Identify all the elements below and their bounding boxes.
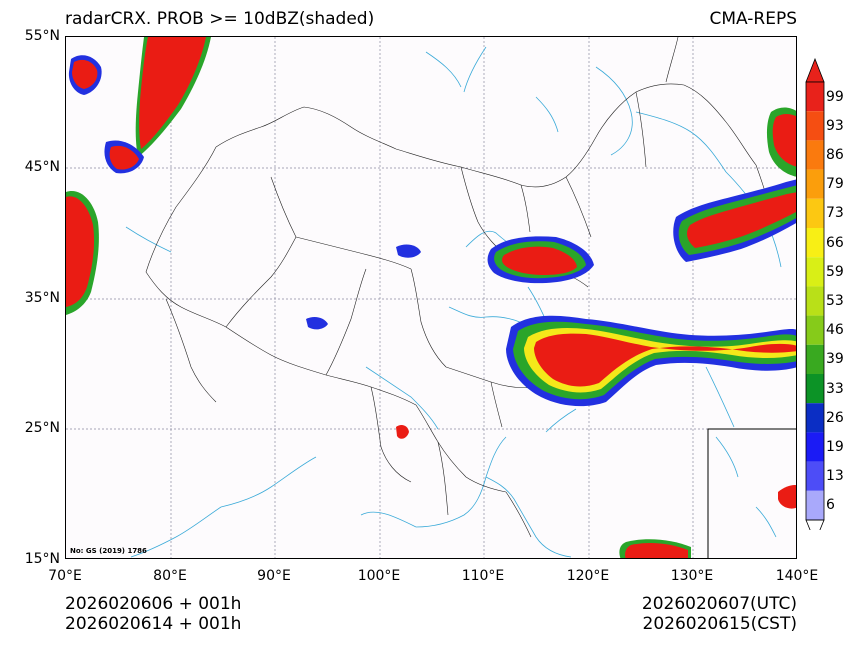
- colorbar-label-86: 86: [826, 147, 844, 163]
- map-canvas: [66, 37, 796, 558]
- valid-time-cst: 2026020615(CST): [642, 614, 797, 634]
- colorbar-label-46: 46: [826, 322, 844, 339]
- colorbar-cell-53: [806, 286, 824, 316]
- colorbar-cell-73: [806, 198, 824, 228]
- colorbar-label-39: 39: [826, 351, 844, 368]
- colorbar-cell-6: [806, 490, 824, 520]
- colorbar: [805, 58, 825, 530]
- colorbar-cell-33: [806, 374, 824, 404]
- precip-shading: [66, 37, 796, 558]
- lat-label-15: 15°N: [24, 551, 60, 567]
- lon-label-110: 110°E: [461, 568, 505, 584]
- political-borders: [145, 37, 777, 538]
- lat-label-25: 25°N: [24, 420, 60, 436]
- colorbar-cell-13: [806, 461, 824, 491]
- lon-label-70: 70°E: [48, 568, 82, 584]
- lat-label-45: 45°N: [24, 159, 60, 175]
- init-time-utc: 2026020606 + 001h: [65, 594, 242, 614]
- colorbar-label-19: 19: [826, 439, 844, 455]
- south-sea-inset: [707, 428, 796, 558]
- colorbar-cell-39: [806, 344, 824, 374]
- colorbar-cell-46: [806, 315, 824, 345]
- colorbar-cell-66: [806, 228, 824, 258]
- colorbar-label-79: 79: [826, 176, 844, 193]
- coastlines-rivers: [125, 46, 782, 558]
- colorbar-label-73: 73: [826, 205, 844, 222]
- colorbar-label-59: 59: [826, 263, 844, 280]
- colorbar-bottom-arrow: [805, 519, 825, 530]
- lon-label-140: 140°E: [775, 568, 819, 584]
- colorbar-label-53: 53: [826, 293, 844, 309]
- colorbar-frame: [805, 81, 825, 521]
- lon-label-100: 100°E: [357, 568, 401, 584]
- lon-label-130: 130°E: [670, 568, 714, 584]
- colorbar-cell-79: [806, 169, 824, 199]
- colorbar-label-66: 66: [826, 234, 844, 251]
- init-time-cst: 2026020614 + 001h: [65, 614, 242, 634]
- lon-label-120: 120°E: [566, 568, 610, 584]
- lat-label-55: 55°N: [24, 28, 60, 44]
- colorbar-cell-26: [806, 403, 824, 433]
- colorbar-label-33: 33: [826, 380, 844, 397]
- colorbar-cell-19: [806, 432, 824, 462]
- colorbar-label-26: 26: [826, 409, 844, 426]
- lat-label-35: 35°N: [24, 290, 60, 306]
- map-panel: No: GS (2019) 1786: [65, 36, 797, 559]
- colorbar-label-6: 6: [826, 497, 835, 514]
- colorbar-label-13: 13: [826, 468, 844, 485]
- map-approval-number: No: GS (2019) 1786: [70, 547, 147, 555]
- lon-label-80: 80°E: [153, 568, 187, 584]
- colorbar-label-93: 93: [826, 117, 844, 134]
- valid-time-utc: 2026020607(UTC): [641, 594, 797, 614]
- colorbar-cell-93: [806, 111, 824, 141]
- model-name: CMA-REPS: [709, 9, 797, 29]
- lon-label-90: 90°E: [257, 568, 291, 584]
- colorbar-top-arrow: [805, 58, 825, 83]
- colorbar-cell-99: [806, 82, 824, 112]
- colorbar-cell-59: [806, 257, 824, 287]
- graticule: [66, 37, 796, 558]
- colorbar-label-99: 99: [826, 88, 844, 105]
- colorbar-cell-86: [806, 140, 824, 170]
- valid-time-block: 2026020607(UTC) 2026020615(CST): [642, 594, 797, 634]
- init-time-block: 2026020606 + 001h 2026020614 + 001h: [65, 594, 241, 634]
- map-title: radarCRX. PROB >= 10dBZ(shaded): [65, 9, 375, 29]
